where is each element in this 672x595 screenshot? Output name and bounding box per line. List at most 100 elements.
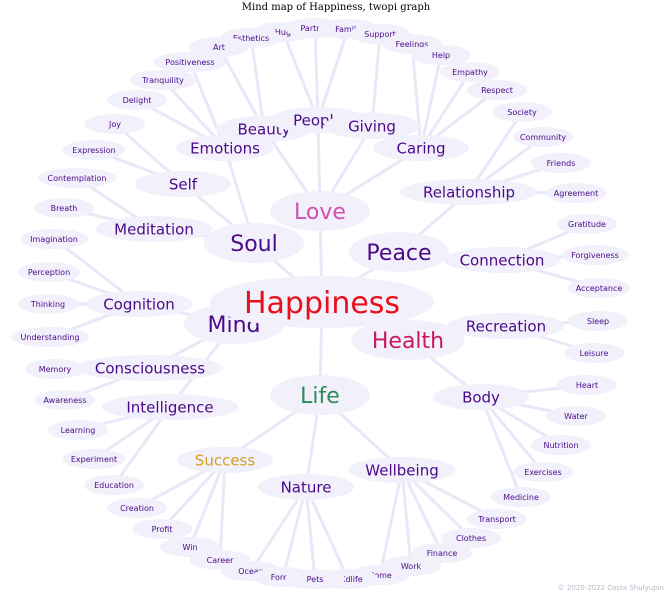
node-joy: Joy (85, 114, 145, 134)
node-bubble-forgiveness (561, 245, 629, 265)
edge-people-partner (313, 26, 320, 122)
node-label-society: Society (507, 108, 537, 117)
node-bubble-memory (25, 359, 85, 379)
node-label-water: Water (564, 412, 588, 421)
node-label-ocean: Ocean (238, 567, 264, 576)
node-label-understanding: Understanding (21, 333, 80, 342)
node-profit: Profit (132, 519, 192, 539)
edge-nature-ocean (249, 485, 308, 573)
node-label-caring: Caring (396, 139, 445, 157)
node-exercises: Exercises (513, 462, 573, 482)
node-label-meditation: Meditation (114, 220, 194, 238)
node-art: Art (189, 37, 249, 57)
node-respect: Respect (467, 80, 527, 100)
node-bubble-contemplation (37, 168, 117, 188)
node-peace: Peace (349, 232, 449, 272)
node-label-work: Work (401, 562, 422, 571)
node-consciousness: Consciousness (76, 355, 224, 381)
node-community: Community (513, 127, 573, 147)
node-label-peace: Peace (366, 241, 431, 266)
node-bubble-help (411, 45, 471, 65)
node-label-cognition: Cognition (103, 295, 175, 313)
node-label-intelligence: Intelligence (126, 398, 213, 416)
edge-people-family (316, 27, 350, 122)
diagram-title: Mind map of Happiness, twopi graph (241, 2, 431, 13)
node-friends: Friends (531, 153, 591, 173)
node-label-happiness: Happiness (244, 286, 400, 321)
node-label-love: Love (294, 200, 346, 225)
node-label-experiment: Experiment (71, 455, 117, 464)
node-label-perception: Perception (28, 268, 70, 277)
node-label-wellbeing: Wellbeing (365, 461, 438, 479)
node-bubble-tranquility (129, 70, 197, 90)
node-bubble-body (433, 384, 529, 410)
node-bubble-water (546, 406, 606, 426)
node-label-learning: Learning (61, 426, 96, 435)
node-learning: Learning (48, 420, 108, 440)
node-experiment: Experiment (62, 449, 126, 469)
node-thinking: Thinking (18, 294, 78, 314)
node-pets: Pets (285, 569, 345, 589)
edge-beauty-esthetics (249, 36, 266, 131)
node-connection: Connection (443, 247, 561, 273)
node-agreement: Agreement (546, 183, 606, 203)
node-bubble-leisure (564, 343, 624, 363)
node-emotions: Emotions (176, 135, 274, 161)
node-bubble-consciousness (76, 355, 224, 381)
edge-nature-forest (281, 485, 308, 579)
node-bubble-joy (85, 114, 145, 134)
node-love: Love (270, 191, 370, 231)
node-water: Water (546, 406, 606, 426)
node-bubble-expression (62, 140, 126, 160)
node-label-clothes: Clothes (456, 534, 486, 543)
edge-intelligence-education (112, 405, 172, 487)
node-bubble-society (492, 102, 552, 122)
copyright-credit: © 2020-2022 Costa Shulyupin (557, 584, 664, 592)
node-label-acceptance: Acceptance (576, 284, 623, 293)
edge-emotions-positiveness (188, 60, 227, 150)
node-label-medicine: Medicine (503, 493, 539, 502)
node-self: Self (135, 171, 231, 197)
node-label-feelings: Feelings (396, 40, 429, 49)
edge-beauty-art (217, 45, 266, 131)
node-bubble-profit (132, 519, 192, 539)
node-bubble-heart (557, 375, 617, 395)
node-tranquility: Tranquility (129, 70, 197, 90)
node-label-nutrition: Nutrition (543, 441, 578, 450)
node-bubble-peace (349, 232, 449, 272)
node-bubble-acceptance (567, 278, 631, 298)
node-bubble-life (270, 375, 370, 415)
node-label-home: Home (368, 571, 392, 580)
node-label-connection: Connection (460, 251, 545, 269)
node-bubble-connection (443, 247, 561, 273)
node-clothes: Clothes (441, 528, 501, 548)
node-label-positiveness: Positiveness (165, 58, 214, 67)
node-label-forest: Forest (271, 573, 296, 582)
node-bubble-learning (48, 420, 108, 440)
node-label-breath: Breath (51, 204, 78, 213)
node-society: Society (492, 102, 552, 122)
edge-success-career (218, 458, 227, 562)
node-bubble-relationship (400, 179, 538, 205)
node-bubble-emotions (176, 135, 274, 161)
node-bubble-health (351, 320, 465, 360)
node-label-exercises: Exercises (524, 468, 561, 477)
node-label-esthetics: Esthetics (233, 34, 269, 43)
node-bubble-soul (204, 223, 304, 263)
node-medicine: Medicine (491, 487, 551, 507)
node-intelligence: Intelligence (101, 394, 239, 420)
node-bubble-empathy (440, 62, 500, 82)
node-label-awareness: Awareness (44, 396, 87, 405)
node-label-friends: Friends (547, 159, 576, 168)
node-expression: Expression (62, 140, 126, 160)
node-label-creation: Creation (120, 504, 154, 513)
node-label-heart: Heart (576, 381, 598, 390)
node-bubble-perception (17, 262, 81, 282)
node-bubble-understanding (10, 327, 90, 347)
node-label-profit: Profit (152, 525, 173, 534)
node-label-emotions: Emotions (190, 139, 260, 157)
edge-success-win (188, 458, 227, 549)
node-cognition: Cognition (85, 291, 193, 317)
node-recreation: Recreation (447, 313, 565, 339)
